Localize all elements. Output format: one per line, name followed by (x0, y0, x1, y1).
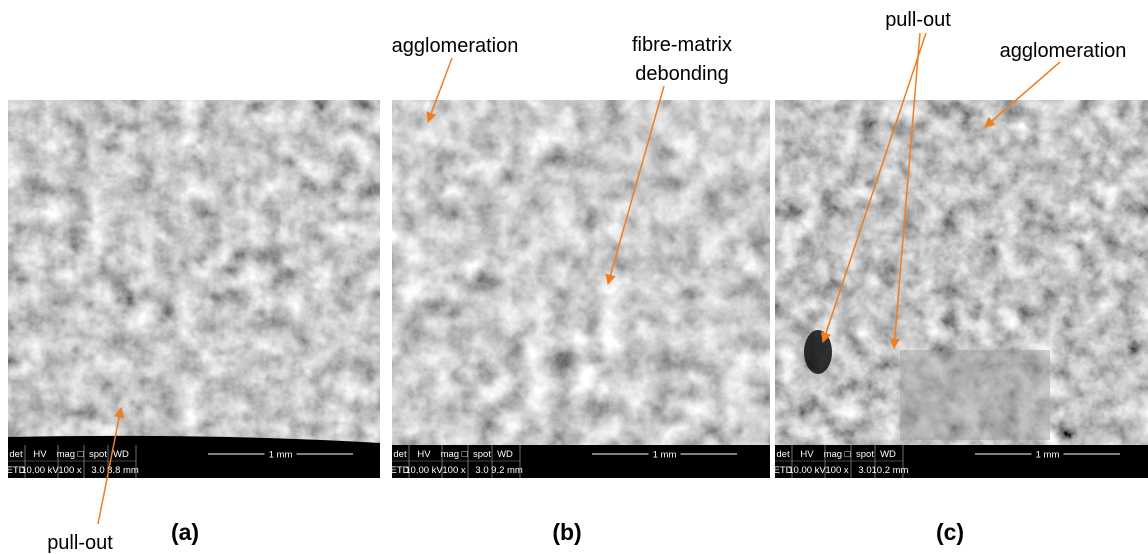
info-value: 10.00 kV (405, 465, 443, 476)
info-value: 100 x (825, 465, 848, 476)
info-head: spot (89, 449, 107, 460)
scale-label: 1 mm (1036, 450, 1060, 461)
sem-image (8, 100, 380, 445)
annotation: pull-out (885, 9, 951, 31)
panel-label: (c) (936, 519, 964, 545)
scale-label: 1 mm (269, 450, 293, 461)
info-head: det (776, 449, 790, 460)
info-head: WD (880, 449, 896, 460)
info-head: HV (33, 449, 47, 460)
info-value: 3.0 (858, 465, 871, 476)
info-head: mag □ (441, 449, 468, 460)
info-value: 100 x (58, 465, 81, 476)
info-head: spot (473, 449, 491, 460)
scale-label: 1 mm (653, 450, 677, 461)
info-value: 8.8 mm (107, 465, 139, 476)
panel-label: (a) (171, 519, 199, 545)
pull-out-hole (804, 330, 832, 374)
info-value: 10.2 mm (872, 465, 909, 476)
info-head: spot (856, 449, 874, 460)
annotation: agglomeration (392, 35, 519, 57)
info-value: 100 x (442, 465, 465, 476)
annotation: pull-out (47, 532, 113, 554)
info-head: HV (800, 449, 814, 460)
info-head: WD (113, 449, 129, 460)
info-value: 3.0 (91, 465, 104, 476)
info-head: HV (417, 449, 431, 460)
sem-image (392, 100, 770, 445)
info-value: 9.2 mm (491, 465, 523, 476)
info-head: mag □ (57, 449, 84, 460)
info-value: 10.00 kV (21, 465, 59, 476)
figure: detHVmag □spotWDETD10.00 kV100 x3.08.8 m… (0, 0, 1148, 554)
panel-label: (b) (552, 519, 581, 545)
info-head: det (9, 449, 23, 460)
fibre-bundle (900, 350, 1050, 440)
info-value: 3.0 (475, 465, 488, 476)
info-value: 10.00 kV (788, 465, 826, 476)
annotation: fibre-matrix (632, 34, 732, 56)
info-head: mag □ (824, 449, 851, 460)
annotation: debonding (635, 63, 728, 85)
info-head: WD (497, 449, 513, 460)
annotation: agglomeration (1000, 40, 1127, 62)
info-head: det (393, 449, 407, 460)
